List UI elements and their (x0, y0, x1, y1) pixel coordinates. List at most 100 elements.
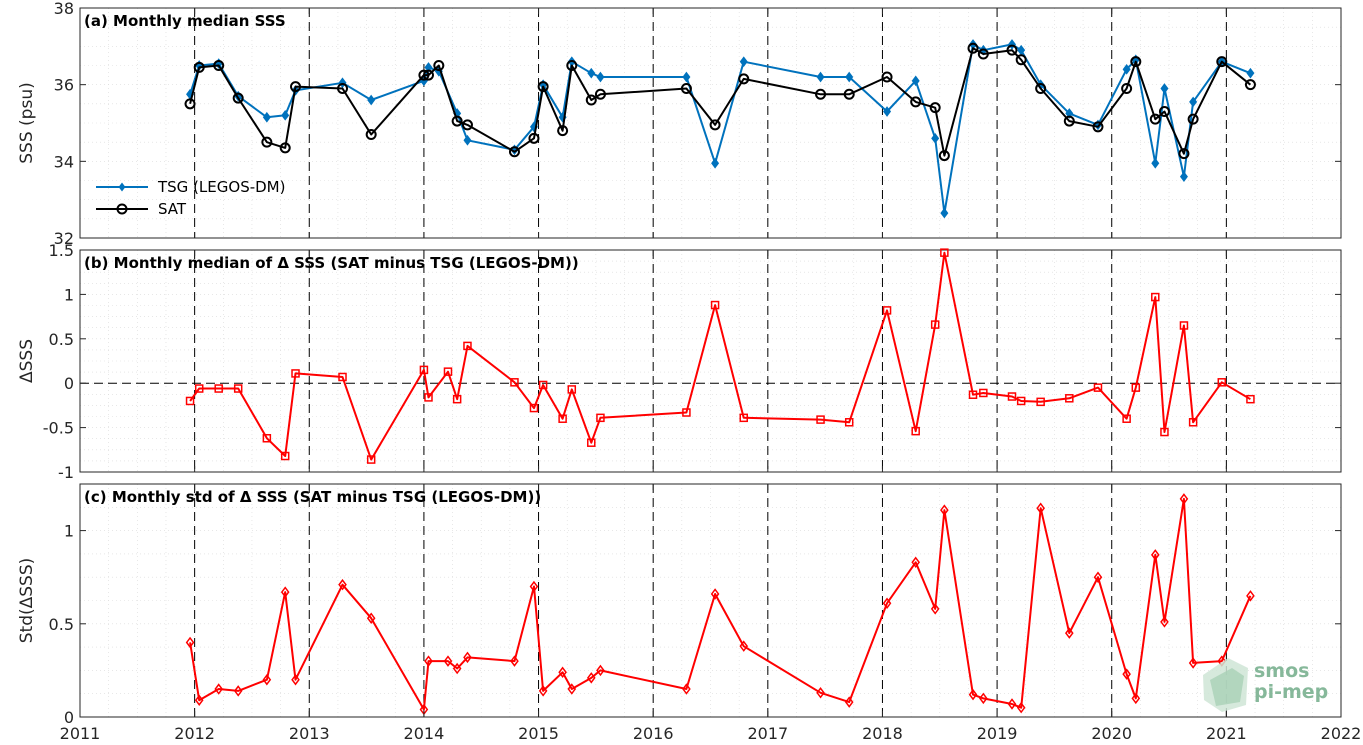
data-point (1065, 394, 1074, 403)
data-point (422, 69, 434, 81)
data-point (463, 134, 472, 146)
data-point (1092, 121, 1104, 133)
legend-label-tsg: TSG (LEGOS-DM) (157, 178, 285, 196)
data-point (443, 367, 453, 376)
data-point (739, 56, 748, 68)
data-point (816, 415, 825, 424)
data-point (816, 71, 825, 83)
logo-text-smos: smos (1254, 660, 1309, 682)
data-point (844, 418, 854, 427)
data-point (882, 597, 892, 610)
data-point (940, 248, 949, 257)
data-point (419, 365, 429, 375)
data-point (214, 683, 224, 695)
data-point (1006, 44, 1018, 56)
xtick-label: 2016 (633, 724, 674, 743)
data-point (193, 61, 205, 73)
data-point (566, 60, 578, 71)
data-point (538, 380, 548, 390)
data-point (232, 92, 244, 104)
xtick-label: 2017 (747, 724, 788, 743)
data-point (739, 413, 748, 423)
data-point (1131, 383, 1141, 392)
data-point (366, 455, 376, 464)
data-point (710, 300, 720, 310)
xtick-label: 2012 (174, 724, 215, 743)
data-point (1035, 83, 1047, 94)
ytick-label: 1 (64, 522, 74, 541)
data-point (1015, 54, 1027, 66)
data-point (1065, 108, 1074, 119)
data-point (979, 692, 988, 705)
data-point (185, 636, 195, 649)
panel-c-std-delta-sss: 0 0.5 1 (c) Monthly std of Δ SSS (SAT minu… (17, 483, 1362, 743)
data-point (418, 69, 430, 81)
data-point (977, 48, 989, 60)
logo-text-pimep: pi-mep (1254, 681, 1328, 703)
data-point (739, 640, 749, 652)
data-point (1217, 378, 1227, 387)
data-point (261, 136, 273, 148)
data-point (1036, 502, 1045, 514)
data-point (508, 146, 520, 158)
data-point (461, 119, 473, 131)
data-point (433, 60, 445, 71)
data-point (938, 150, 950, 162)
data-point (538, 685, 548, 697)
data-point (194, 384, 204, 393)
data-point (365, 129, 377, 140)
data-point (930, 320, 940, 329)
ytick-label: 1.5 (49, 241, 74, 260)
data-point (1246, 394, 1255, 404)
data-point (337, 83, 349, 94)
data-point (968, 390, 978, 399)
panel-a-ylabel: SSS (psu) (17, 82, 37, 163)
series-line-0-0 (189, 43, 1251, 215)
ytick-label: 1 (64, 285, 74, 304)
data-point (1036, 397, 1045, 407)
data-point (443, 655, 453, 667)
panel-c-title: (c) Monthly std of Δ SSS (SAT minus TSG … (84, 488, 541, 506)
data-point (738, 73, 750, 85)
data-point (968, 688, 978, 701)
data-point (558, 414, 567, 423)
data-point (682, 683, 691, 695)
data-point (594, 88, 606, 100)
data-point (557, 125, 569, 137)
data-point (1188, 657, 1198, 669)
data-point (1179, 321, 1189, 330)
data-point (1063, 115, 1075, 127)
panel-b-title: (b) Monthly median of Δ SSS (SAT minus T… (84, 254, 579, 272)
xtick-label: 2022 (1321, 724, 1362, 743)
data-point (1244, 79, 1256, 91)
data-point (214, 384, 223, 393)
series-line-1-0 (189, 251, 1251, 461)
data-point (710, 588, 720, 600)
data-point (424, 62, 433, 73)
data-point (1130, 56, 1142, 68)
data-point (510, 655, 519, 667)
series-line-0-1 (189, 47, 1252, 157)
xtick-label: 2021 (1206, 724, 1247, 743)
data-point (1189, 96, 1198, 108)
data-point (1122, 63, 1131, 75)
data-point (1150, 549, 1160, 561)
data-point (338, 578, 347, 591)
ytick-label: 0.5 (49, 330, 74, 349)
data-point (451, 115, 463, 127)
data-point (911, 426, 920, 436)
xtick-label: 2015 (518, 724, 559, 743)
data-point (1093, 383, 1103, 392)
data-point (587, 438, 596, 447)
series-line-2-0 (189, 497, 1252, 711)
data-point (1179, 493, 1189, 505)
data-point (1065, 627, 1074, 639)
data-point (816, 687, 825, 699)
data-point (682, 71, 691, 83)
data-point (510, 378, 519, 387)
data-point (883, 106, 892, 117)
smos-pi-mep-logo: smos pi-mep (1203, 658, 1328, 712)
legend-label-sat: SAT (158, 200, 187, 218)
xtick-label: 2011 (60, 724, 101, 743)
data-point (213, 60, 225, 71)
